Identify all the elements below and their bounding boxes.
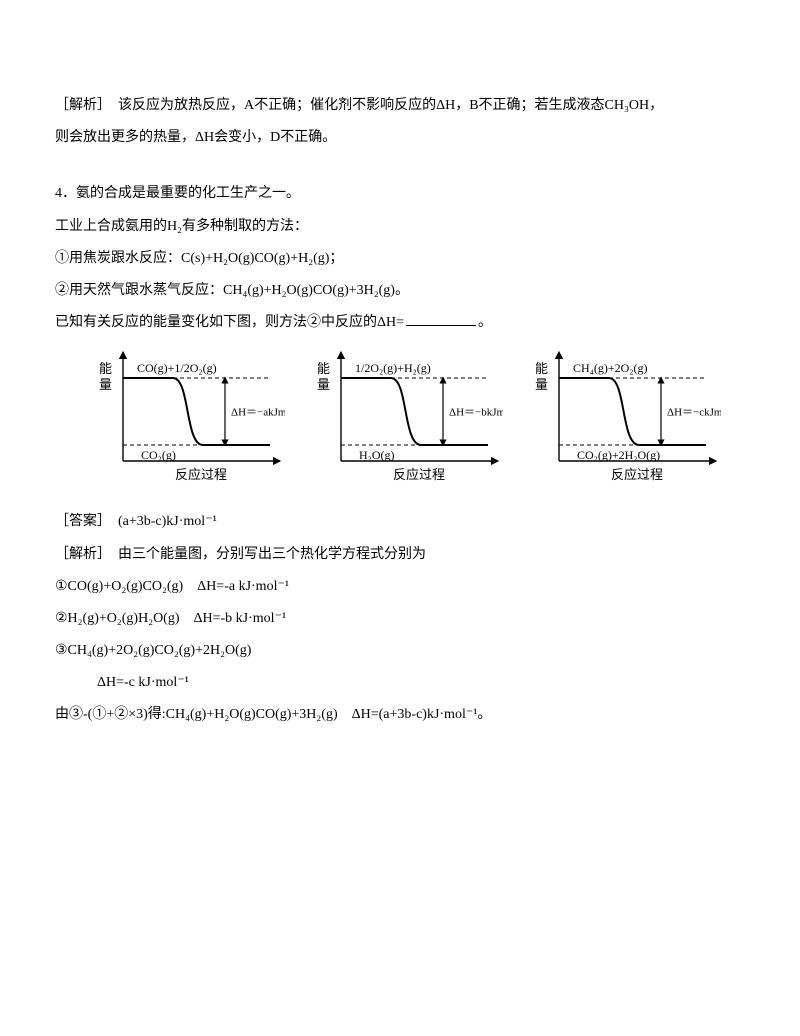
analysis2-label: ［解析］ bbox=[55, 547, 104, 562]
analysis2-eq1: ①CO(g)+O₂(g)CO₂(g) ΔH=-a kJ·mol⁻¹ bbox=[55, 571, 745, 603]
answer-block: ［答案］ (a+3b-c)kJ·mol⁻¹ ［解析］ 由三个能量图，分别写出三个… bbox=[55, 506, 745, 731]
svg-text:量: 量 bbox=[317, 377, 330, 392]
svg-text:1/2O₂(g)+H₂(g): 1/2O₂(g)+H₂(g) bbox=[355, 361, 431, 375]
analysis2-intro-text: 由三个能量图，分别写出三个热化学方程式分别为 bbox=[104, 547, 426, 562]
svg-text:反应过程: 反应过程 bbox=[175, 467, 227, 482]
analysis1-text1: 该反应为放热反应，A不正确；催化剂不影响反应的ΔH，B不正确；若生成液态CH₃O… bbox=[104, 98, 663, 113]
svg-text:反应过程: 反应过程 bbox=[611, 467, 663, 482]
q4-line5-post: 。 bbox=[478, 315, 492, 330]
page-content: ［解析］ 该反应为放热反应，A不正确；催化剂不影响反应的ΔH，B不正确；若生成液… bbox=[0, 0, 800, 782]
svg-text:能: 能 bbox=[99, 361, 112, 376]
analysis2-intro: ［解析］ 由三个能量图，分别写出三个热化学方程式分别为 bbox=[55, 539, 745, 571]
energy-diagram-3: 能量 CH₄(g)+2O₂(g) ΔH＝−ckJmol⁻¹ CO₂(g)+2H₂O(g… bbox=[521, 343, 721, 488]
answer-label: ［答案］ bbox=[55, 514, 104, 529]
energy-diagrams-row: 能量CO(g)+1/2O₂(g)ΔH＝−akJmol⁻¹CO₂(g)反应过程能量… bbox=[85, 343, 745, 488]
svg-text:量: 量 bbox=[99, 377, 112, 392]
svg-text:能: 能 bbox=[535, 361, 548, 376]
svg-text:能: 能 bbox=[317, 361, 330, 376]
svg-text:量: 量 bbox=[535, 377, 548, 392]
q4-line3: ①用焦炭跟水反应：C(s)+H₂O(g)CO(g)+H₂(g)； bbox=[55, 243, 745, 275]
q4-number: 4． bbox=[55, 186, 76, 201]
gap bbox=[55, 154, 745, 178]
svg-text:CO₂(g)+2H₂O(g): CO₂(g)+2H₂O(g) bbox=[577, 448, 660, 462]
analysis1-label: ［解析］ bbox=[55, 98, 104, 113]
blank-field bbox=[406, 311, 476, 326]
analysis1-line1: ［解析］ 该反应为放热反应，A不正确；催化剂不影响反应的ΔH，B不正确；若生成液… bbox=[55, 90, 745, 122]
svg-text:H₂O(g): H₂O(g) bbox=[359, 448, 395, 462]
q4-title-text: 氨的合成是最重要的化工生产之一。 bbox=[76, 186, 300, 201]
svg-text:反应过程: 反应过程 bbox=[393, 467, 445, 482]
q4-line2: 工业上合成氨用的H₂有多种制取的方法： bbox=[55, 211, 745, 243]
svg-text:ΔH＝−ckJmol⁻¹: ΔH＝−ckJmol⁻¹ bbox=[667, 407, 721, 419]
answer-line: ［答案］ (a+3b-c)kJ·mol⁻¹ bbox=[55, 506, 745, 538]
energy-diagram-1: 能量 CO(g)+1/2O₂(g) ΔH＝−akJmol⁻¹ CO₂(g) 反应过程 bbox=[85, 343, 285, 488]
analysis2-eq3a: ③CH₄(g)+2O₂(g)CO₂(g)+2H₂O(g) bbox=[55, 635, 745, 667]
svg-text:CO₂(g): CO₂(g) bbox=[141, 448, 176, 462]
q4-line4: ②用天然气跟水蒸气反应：CH₄(g)+H₂O(g)CO(g)+3H₂(g)。 bbox=[55, 275, 745, 307]
svg-text:ΔH＝−akJmol⁻¹: ΔH＝−akJmol⁻¹ bbox=[231, 407, 285, 419]
q4-line5: 已知有关反应的能量变化如下图，则方法②中反应的ΔH= 。 bbox=[55, 307, 745, 339]
svg-text:CH₄(g)+2O₂(g): CH₄(g)+2O₂(g) bbox=[573, 361, 647, 375]
analysis1-line2: 则会放出更多的热量，ΔH会变小，D不正确。 bbox=[55, 122, 745, 154]
analysis2-eq2: ②H₂(g)+O₂(g)H₂O(g) ΔH=-b kJ·mol⁻¹ bbox=[55, 603, 745, 635]
q4-line5-pre: 已知有关反应的能量变化如下图，则方法②中反应的ΔH= bbox=[55, 315, 404, 330]
analysis2-eq3b: ΔH=-c kJ·mol⁻¹ bbox=[55, 667, 745, 699]
analysis2-conclusion: 由③-(①+②×3)得:CH₄(g)+H₂O(g)CO(g)+3H₂(g) ΔH… bbox=[55, 699, 745, 731]
energy-diagram-2: 能量 1/2O₂(g)+H₂(g) ΔH＝−bkJmol⁻¹ H₂O(g) 反应过程 bbox=[303, 343, 503, 488]
svg-text:ΔH＝−bkJmol⁻¹: ΔH＝−bkJmol⁻¹ bbox=[449, 407, 503, 419]
q4-title: 4．氨的合成是最重要的化工生产之一。 bbox=[55, 178, 745, 210]
svg-text:CO(g)+1/2O₂(g): CO(g)+1/2O₂(g) bbox=[137, 361, 217, 375]
answer-text: (a+3b-c)kJ·mol⁻¹ bbox=[104, 514, 217, 529]
